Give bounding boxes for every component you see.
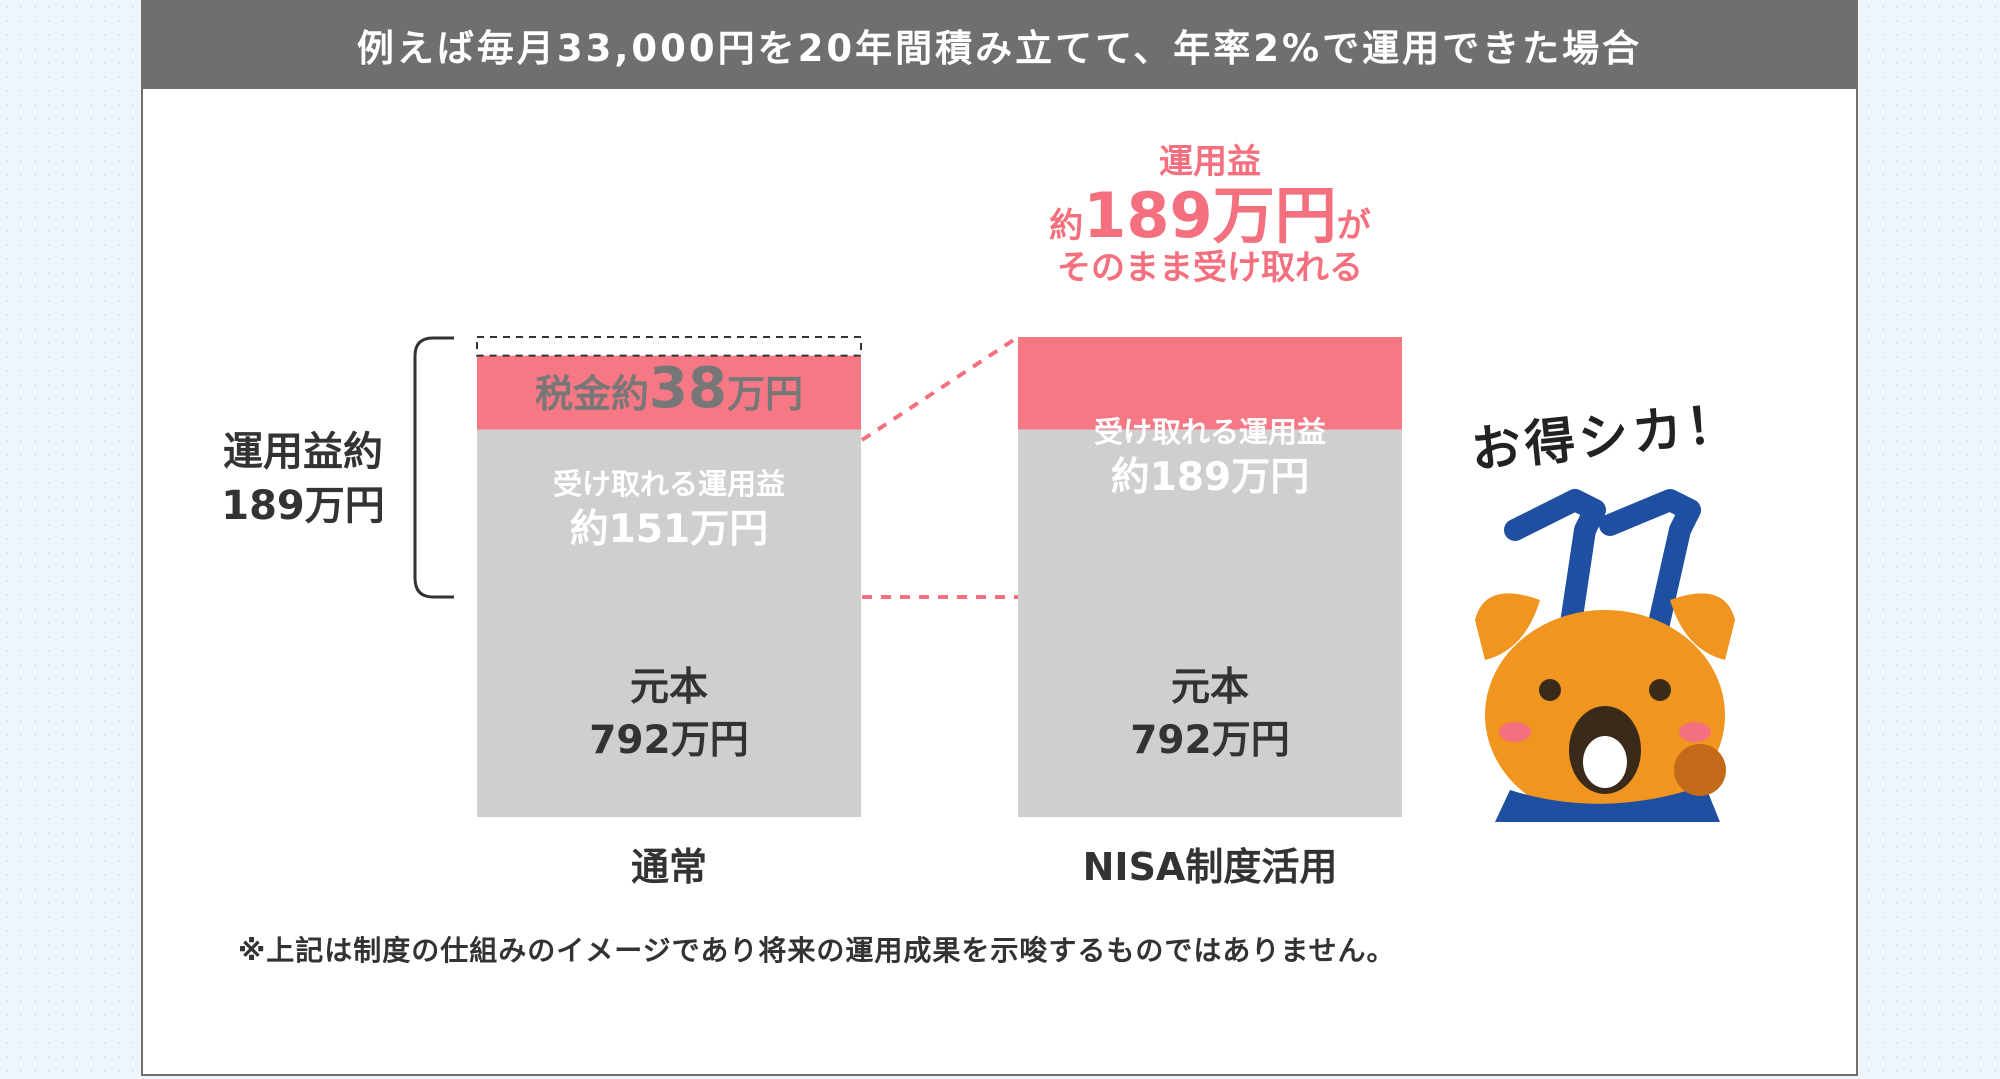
top-annotation-line2: 約189万円が: [960, 183, 1460, 248]
nisa-principal-label: 元本 792万円: [1018, 662, 1402, 767]
normal-principal-label-line2: 792万円: [589, 717, 749, 763]
tax-label: 税金約38万円: [477, 356, 861, 421]
bar-nisa-profit: [1018, 337, 1402, 430]
disclaimer-note: ※上記は制度の仕組みのイメージであり将来の運用成果を示唆するものではありません。: [238, 934, 1396, 967]
brace-bracket: [413, 336, 454, 599]
top-annotation-suffix: が: [1336, 205, 1371, 246]
nisa-principal-label-line2: 792万円: [1130, 717, 1290, 763]
top-annotation-line3: そのまま受け取れる: [1057, 247, 1363, 288]
bar-normal-tax: [476, 336, 862, 357]
tax-label-value: 38: [649, 356, 727, 421]
normal-profit-label: 受け取れる運用益 約151万円: [477, 465, 861, 557]
bar-normal-principal: [477, 429, 861, 817]
normal-profit-label-line1: 受け取れる運用益: [552, 467, 785, 501]
brace-label-line1: 運用益約: [223, 429, 383, 475]
connector-top: [860, 335, 1020, 442]
bar-normal-profit: [477, 355, 861, 430]
normal-profit-label-line2: 約151万円: [569, 507, 769, 553]
tax-label-prefix: 税金約: [535, 372, 650, 416]
infographic-panel: 例えば毎月33,000円を20年間積み立てて、年率2%で運用できた場合: [141, 0, 1858, 1076]
header-title: 例えば毎月33,000円を20年間積み立てて、年率2%で運用できた場合: [143, 0, 1856, 89]
top-annotation-value: 189万円: [1083, 178, 1337, 252]
normal-principal-label: 元本 792万円: [477, 662, 861, 767]
deer-mascot-icon: [1475, 489, 1735, 822]
brace-label-line2: 189万円: [221, 483, 385, 529]
nisa-principal-label-line1: 元本: [1170, 665, 1249, 710]
top-annotation: 運用益 約189万円が そのまま受け取れる: [960, 142, 1460, 289]
nisa-profit-label-line1: 受け取れる運用益: [1093, 415, 1326, 449]
nisa-profit-label-line2: 約189万円: [1110, 455, 1310, 501]
top-annotation-prefix: 約: [1049, 205, 1084, 246]
nisa-profit-label: 受け取れる運用益 約189万円: [1018, 413, 1402, 505]
bar-nisa-principal: [1018, 429, 1402, 817]
top-annotation-line1: 運用益: [1159, 142, 1261, 182]
normal-principal-label-line1: 元本: [629, 665, 708, 710]
category-label-normal: 通常: [630, 845, 707, 889]
brace-label: 運用益約 189万円: [198, 425, 408, 533]
category-label-nisa: NISA制度活用: [1082, 845, 1338, 889]
tax-label-unit: 万円: [726, 372, 803, 416]
